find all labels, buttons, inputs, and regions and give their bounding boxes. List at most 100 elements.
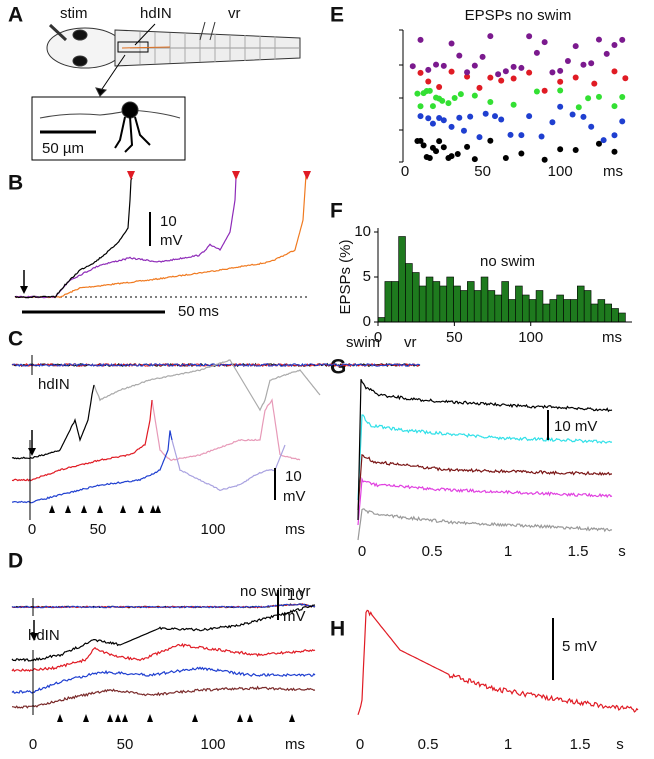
bar	[446, 276, 454, 323]
scale-label: mV	[283, 488, 306, 505]
x-axis-label: ms	[603, 163, 623, 180]
bar	[563, 299, 571, 323]
raster-dot	[433, 148, 440, 155]
bar	[597, 299, 606, 323]
fish-label: vr	[228, 5, 241, 22]
arrow-head	[30, 633, 38, 641]
y-tick-label: 0	[363, 313, 371, 330]
trace	[11, 399, 153, 482]
raster-dot	[557, 146, 564, 153]
trace	[14, 176, 238, 299]
raster-dot	[498, 77, 505, 84]
raster-dot	[595, 93, 602, 100]
scale-label: 50 µm	[42, 140, 84, 157]
marker	[81, 505, 87, 513]
raster-dot	[541, 87, 548, 94]
marker	[155, 505, 161, 513]
raster-dot	[619, 94, 626, 101]
raster-dot	[557, 103, 564, 110]
raster-dot	[557, 87, 564, 94]
fish-label: hdIN	[140, 5, 172, 22]
raster-dot	[479, 53, 486, 60]
raster-dot	[502, 155, 509, 162]
x-tick-label: 50	[446, 329, 463, 346]
marker	[49, 505, 55, 513]
raster-dot	[533, 49, 540, 56]
y-axis-label: EPSPs (%)	[337, 239, 354, 314]
x-tick-label: 0	[374, 329, 382, 346]
bar	[432, 281, 441, 323]
raster-dot	[595, 140, 602, 147]
raster-dot	[414, 90, 421, 97]
scale-label: 10	[287, 587, 304, 604]
raster-dot	[417, 137, 424, 144]
bar	[618, 312, 626, 323]
raster-dot	[476, 84, 483, 91]
arrow-head	[20, 286, 28, 294]
annotation: no swim	[480, 253, 535, 270]
bar	[391, 281, 399, 323]
panel-label: A	[8, 4, 23, 27]
trace	[357, 609, 639, 715]
raster-dot	[487, 33, 494, 40]
panel-label: E	[330, 4, 344, 27]
raster-dot	[495, 71, 502, 78]
raster-dot	[460, 127, 467, 134]
raster-dot	[420, 142, 427, 149]
raster-dot	[448, 153, 455, 160]
marker	[65, 505, 71, 513]
bar	[412, 272, 420, 323]
x-tick-label: 100	[548, 163, 573, 180]
raster-dot	[417, 69, 424, 76]
raster-dot	[549, 69, 556, 76]
panel-label: B	[8, 172, 23, 195]
raster-dot	[425, 66, 432, 73]
bar	[577, 285, 585, 323]
raster-dot	[591, 80, 598, 87]
x-unit: ms	[285, 521, 305, 538]
raster-dot	[448, 40, 455, 47]
marker	[138, 505, 144, 513]
raster-dot	[417, 103, 424, 110]
raster-dot	[611, 148, 618, 155]
raster-dot	[464, 69, 471, 76]
marker	[120, 505, 126, 513]
raster-dot	[572, 147, 579, 154]
raster-dot	[464, 73, 471, 80]
cell-label: hdIN	[28, 627, 60, 644]
raster-dot	[426, 87, 433, 94]
raster-dot	[436, 84, 443, 91]
raster-dot	[429, 120, 436, 127]
trace	[11, 430, 173, 504]
raster-dot	[436, 115, 443, 122]
y-tick-label: 5	[363, 268, 371, 285]
bar	[453, 285, 461, 323]
bar	[604, 303, 612, 323]
x-tick-label: 50	[90, 521, 107, 538]
raster-dot	[445, 100, 452, 107]
marker	[147, 714, 153, 722]
x-unit: ms	[285, 736, 305, 753]
raster-dot	[471, 92, 478, 99]
raster-dot	[510, 101, 517, 108]
raster-dot	[448, 123, 455, 130]
bar	[384, 281, 393, 323]
trace	[171, 439, 286, 492]
raster-dot	[518, 64, 525, 71]
marker	[192, 714, 198, 722]
y-tick-label: 10	[354, 223, 371, 240]
marker	[122, 714, 128, 722]
bar	[542, 303, 551, 323]
trace	[357, 476, 613, 526]
raster-dot	[619, 118, 626, 125]
x-unit: s	[618, 543, 626, 560]
panel-label: G	[330, 356, 346, 379]
raster-dot	[507, 131, 514, 138]
raster-dot	[471, 156, 478, 163]
raster-dot	[467, 113, 474, 120]
scale-label: 10	[285, 468, 302, 485]
raster-dot	[464, 143, 471, 150]
trace	[357, 378, 613, 521]
raster-dot	[603, 50, 610, 57]
